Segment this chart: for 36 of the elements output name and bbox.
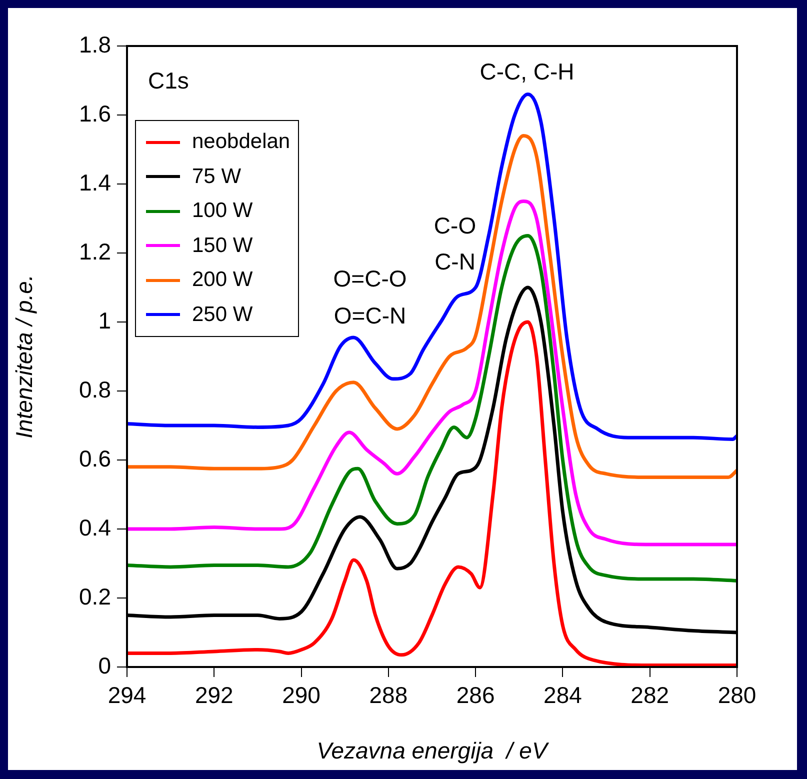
legend-label: 200 W <box>192 267 253 293</box>
y-tick-label: 0.2 <box>79 583 111 610</box>
legend-label: neobdelan <box>192 129 290 155</box>
y-tick-label: 1.6 <box>79 100 111 126</box>
y-tick-label: 1.8 <box>79 31 111 58</box>
legend-label: 75 W <box>192 164 242 190</box>
annotation: O=C-O <box>333 265 407 292</box>
x-tick-label: 292 <box>194 682 234 708</box>
x-tick-label: 290 <box>282 682 320 708</box>
x-tick-label: 288 <box>369 682 408 708</box>
annotation: C1s <box>148 67 189 94</box>
y-tick-label: 0 <box>98 652 111 678</box>
y-tick-label: 0.8 <box>79 376 111 402</box>
annotation: C-C, C-H <box>480 58 574 84</box>
y-axis-title: Intenziteta / p.e. <box>11 274 38 438</box>
x-tick-label: 280 <box>718 682 756 708</box>
line-series <box>127 92 737 442</box>
x-tick-label: 294 <box>108 682 146 708</box>
y-tick-label: 0.6 <box>79 445 111 472</box>
legend-label: 100 W <box>192 198 253 224</box>
x-tick-label: 286 <box>456 682 495 708</box>
y-tick-label: 1.2 <box>79 238 111 264</box>
y-tick-label: 1 <box>98 307 111 334</box>
x-tick-label: 282 <box>630 682 670 708</box>
y-tick-label: 0.4 <box>79 514 112 540</box>
x-axis-title: Vezavna energija / eV <box>316 738 550 764</box>
annotation: C-N <box>434 248 476 274</box>
x-tick-label: 284 <box>544 682 582 708</box>
line-series <box>127 134 737 479</box>
annotation: C-O <box>434 212 476 238</box>
line-series <box>127 200 737 546</box>
legend-label: 250 W <box>192 302 253 328</box>
y-tick-label: 1.4 <box>79 169 112 196</box>
legend-label: 150 W <box>192 232 253 258</box>
annotation: O=C-N <box>334 302 406 328</box>
line-series <box>127 234 737 582</box>
